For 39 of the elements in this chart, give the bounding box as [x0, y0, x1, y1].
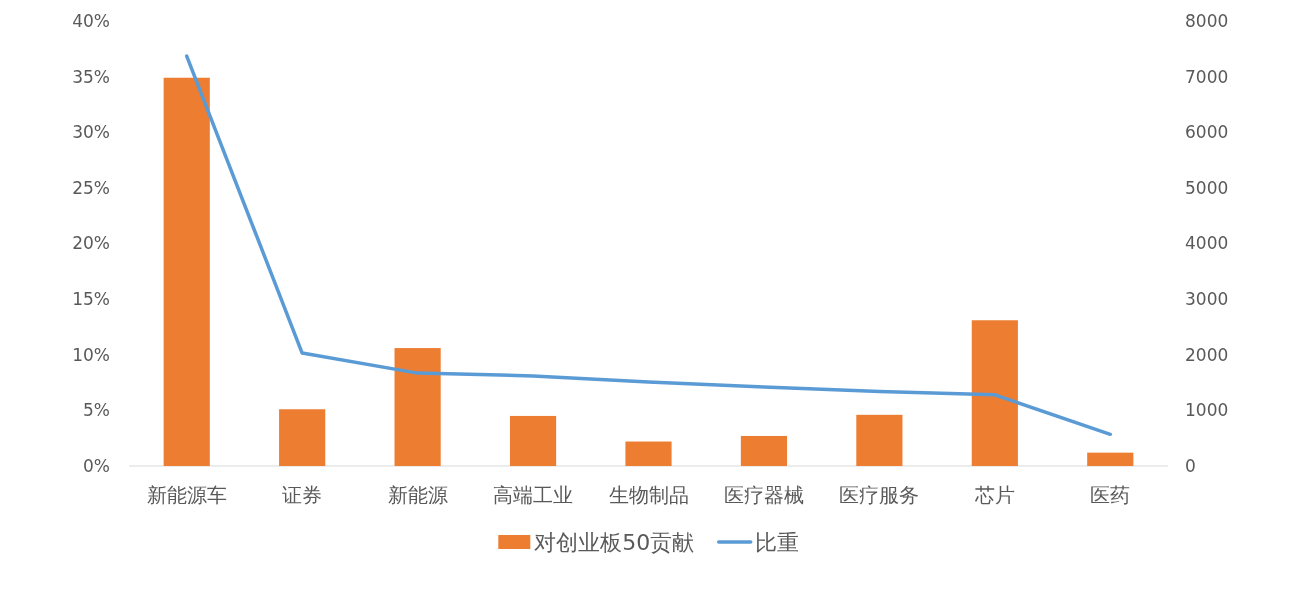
x-tick-label: 医疗器械: [723, 483, 804, 507]
y-tick-label: 40%: [72, 10, 110, 31]
line-series: [184, 54, 1113, 437]
bar: [1087, 452, 1134, 466]
y2-tick-label: 1000: [1185, 400, 1229, 421]
x-tick-label: 新能源: [387, 483, 448, 507]
y2-tick-label: 8000: [1185, 10, 1229, 31]
x-tick-label: 芯片: [973, 483, 1015, 507]
y-tick-label: 30%: [72, 122, 110, 143]
x-tick-label: 新能源车: [146, 483, 227, 507]
y-tick-label: 20%: [72, 233, 110, 254]
x-tick-label: 医药: [1090, 483, 1131, 507]
bar: [740, 435, 788, 466]
y2-tick-label: 5000: [1185, 177, 1229, 198]
bar: [394, 348, 441, 466]
y-tick-label: 25%: [72, 177, 110, 198]
y2-tick-label: 2000: [1185, 344, 1229, 365]
bar: [163, 77, 210, 466]
y-tick-label: 0%: [83, 455, 110, 476]
x-tick-label: 证券: [282, 483, 323, 507]
y-tick-label: 35%: [72, 66, 110, 87]
x-tick-label: 生物制品: [608, 483, 689, 507]
bar: [279, 409, 326, 466]
x-tick-label: 高端工业: [493, 483, 574, 507]
y-tick-label: 15%: [72, 289, 110, 310]
y2-tick-label: 7000: [1185, 66, 1229, 87]
bar: [625, 441, 672, 466]
bar: [971, 320, 1018, 466]
y2-tick-label: 0: [1185, 455, 1196, 476]
bar: [856, 414, 903, 466]
y-tick-label: 10%: [72, 344, 110, 365]
y-tick-label: 5%: [83, 400, 110, 421]
x-tick-label: 医疗服务: [839, 483, 920, 507]
legend-label: 对创业板50贡献: [534, 529, 695, 555]
y2-tick-label: 3000: [1185, 289, 1229, 310]
y2-tick-label: 4000: [1185, 233, 1229, 254]
y2-tick-label: 6000: [1185, 122, 1229, 143]
bar: [509, 415, 557, 466]
legend-label: 比重: [754, 529, 799, 555]
